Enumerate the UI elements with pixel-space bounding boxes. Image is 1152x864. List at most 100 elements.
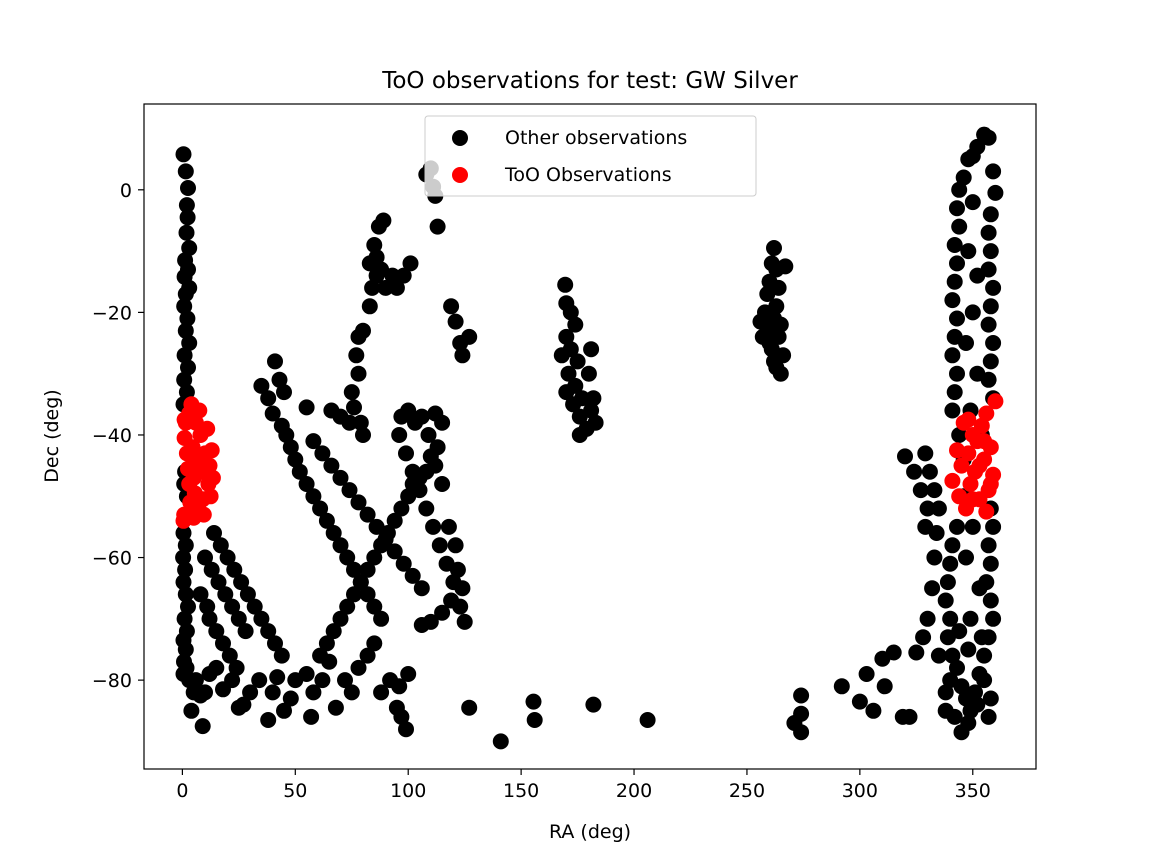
other-observation-point-0	[175, 146, 192, 163]
other-observation-point-120	[346, 561, 362, 578]
other-observation-point-228	[553, 347, 570, 364]
other-observation-point-51	[242, 684, 259, 701]
other-observation-point-342	[971, 666, 988, 682]
other-observation-point-46	[208, 659, 225, 676]
too-observation-point-8	[184, 439, 201, 456]
x-tick-label: 0	[176, 780, 188, 802]
other-observation-point-3	[178, 197, 195, 214]
other-observation-point-31	[176, 610, 193, 627]
other-observation-point-317	[946, 237, 963, 253]
other-observation-point-361	[985, 335, 1002, 351]
other-observation-point-196	[404, 476, 421, 492]
other-observation-point-375	[971, 580, 988, 597]
plot-frame	[143, 103, 1037, 770]
other-observation-point-376	[962, 610, 979, 627]
other-observation-point-15	[181, 335, 198, 351]
other-observation-point-264	[526, 712, 543, 728]
other-observation-point-285	[924, 580, 941, 597]
other-observation-point-326	[944, 402, 961, 419]
other-observation-point-146	[350, 365, 367, 382]
other-observation-point-315	[949, 200, 965, 217]
other-observation-point-273	[833, 678, 850, 695]
legend-label-other: Other observations	[505, 127, 687, 149]
other-observation-point-204	[352, 574, 369, 591]
other-observation-point-366	[960, 243, 977, 260]
too-observation-point-22	[201, 457, 218, 474]
x-tick-label: 250	[729, 780, 765, 802]
other-observation-point-154	[366, 237, 383, 253]
other-observation-point-74	[398, 721, 414, 738]
other-observation-point-12	[176, 298, 193, 315]
other-observation-point-206	[339, 598, 356, 615]
other-observation-point-352	[987, 184, 1004, 201]
other-observation-point-284	[919, 610, 936, 627]
other-observation-point-220	[461, 328, 478, 345]
other-observation-point-331	[942, 555, 959, 572]
other-observation-point-325	[946, 384, 963, 401]
other-observation-point-337	[949, 659, 965, 676]
other-observation-point-18	[176, 371, 193, 388]
other-observation-point-94	[226, 561, 243, 578]
other-observation-point-353	[985, 163, 1002, 180]
other-observation-point-159	[377, 279, 394, 296]
other-observation-point-165	[400, 402, 417, 419]
other-observation-point-28	[175, 574, 192, 591]
other-observation-point-374	[958, 549, 974, 566]
other-observation-point-102	[253, 377, 270, 394]
other-observation-point-261	[761, 335, 778, 351]
too-observation-point-28	[176, 411, 193, 428]
other-observation-point-306	[937, 684, 954, 701]
other-observation-point-290	[921, 463, 938, 480]
other-observation-point-5	[178, 224, 195, 241]
x-tick-label: 300	[842, 780, 878, 802]
other-observation-point-324	[949, 365, 965, 382]
other-observation-point-183	[434, 476, 451, 492]
y-axis: 0 −20 −40 −60 −80	[92, 180, 144, 692]
other-observation-point-126	[305, 433, 322, 450]
other-observation-point-160	[384, 267, 401, 284]
other-observation-point-101	[273, 647, 290, 664]
other-observation-point-129	[332, 469, 349, 486]
other-observation-point-135	[386, 543, 403, 560]
other-observation-point-237	[583, 402, 600, 419]
other-observation-point-327	[951, 427, 968, 443]
other-observation-point-189	[434, 604, 451, 621]
other-observation-point-85	[208, 623, 225, 640]
x-axis-label: RA (deg)	[549, 821, 631, 843]
other-observation-point-141	[341, 414, 358, 431]
other-observation-point-171	[391, 427, 408, 443]
other-observation-point-61	[305, 684, 322, 701]
other-observation-point-167	[413, 408, 430, 425]
other-observation-point-123	[366, 598, 383, 615]
other-observation-point-86	[215, 635, 231, 652]
other-observation-point-147	[348, 347, 365, 364]
other-observation-point-105	[271, 371, 288, 388]
other-observation-point-50	[235, 696, 252, 713]
other-observation-point-349	[980, 537, 997, 554]
other-observation-point-343	[976, 647, 993, 664]
other-observation-point-275	[858, 666, 875, 682]
other-observation-point-187	[454, 580, 471, 597]
other-observation-point-369	[958, 335, 974, 351]
other-observation-point-321	[949, 310, 965, 327]
other-observation-point-345	[985, 610, 1002, 627]
other-observation-point-98	[253, 610, 270, 627]
x-axis: 0 50 100 150 200 250 300 350	[176, 769, 991, 802]
other-observation-point-107	[264, 405, 281, 422]
other-observation-point-176	[425, 518, 442, 535]
other-observation-point-362	[982, 353, 999, 370]
other-observation-point-88	[228, 659, 245, 676]
other-observation-point-67	[350, 659, 367, 676]
x-tick-label: 100	[390, 780, 426, 802]
other-observation-point-65	[337, 672, 353, 689]
other-observation-point-202	[366, 549, 383, 566]
other-observation-point-368	[964, 304, 981, 321]
y-tick-label: 0	[120, 180, 132, 202]
other-observation-point-127	[314, 445, 331, 462]
other-observation-point-292	[897, 448, 913, 465]
legend-marker-too	[452, 167, 468, 183]
other-observation-point-223	[562, 304, 579, 321]
other-observation-point-221	[557, 276, 574, 293]
too-observation-point-24	[203, 442, 220, 459]
other-observation-point-291	[917, 445, 934, 462]
